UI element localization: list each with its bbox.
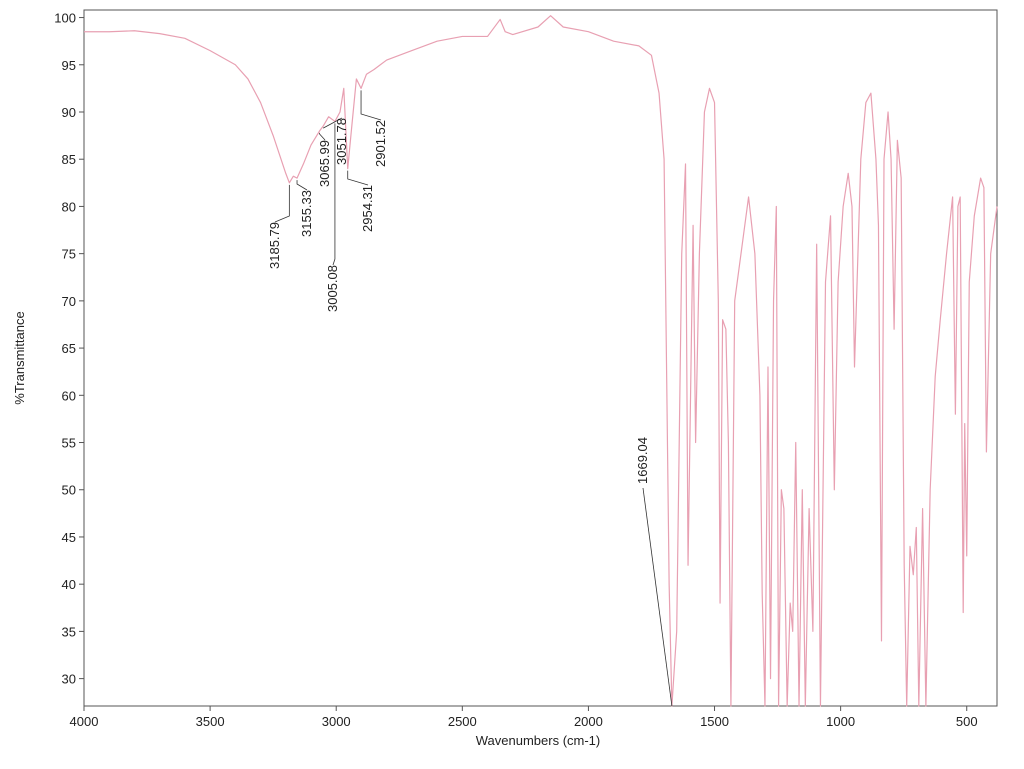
peak-label: 3155.33 [299,190,314,237]
y-tick-label: 90 [62,105,76,120]
x-tick-label: 500 [956,714,978,729]
peak-label: 3051.78 [334,118,349,165]
y-tick-label: 60 [62,388,76,403]
x-tick-label: 2000 [574,714,603,729]
peak-label: 3005.08 [325,265,340,312]
x-axis-label: Wavenumbers (cm-1) [476,733,600,748]
y-tick-label: 70 [62,294,76,309]
peak-label: 3185.79 [267,222,282,269]
y-axis-label: %Transmittance [12,311,27,404]
peak-leader [274,184,290,223]
peak-leader [296,180,308,191]
peak-leader [642,487,673,707]
y-tick-label: 95 [62,58,76,73]
peak-leader [332,123,336,266]
peak-leader [360,90,382,121]
x-tick-label: 1500 [700,714,729,729]
spectrum-line [84,15,998,707]
peak-label: 3065.99 [317,140,332,187]
x-tick-label: 3000 [322,714,351,729]
y-tick-label: 50 [62,483,76,498]
peak-leader [322,117,343,129]
plot-frame [83,9,998,707]
y-tick-label: 30 [62,672,76,687]
y-tick-label: 75 [62,247,76,262]
peak-leader [319,132,326,141]
y-tick-label: 45 [62,530,76,545]
x-tick-label: 3500 [196,714,225,729]
peak-label: 2954.31 [360,185,375,232]
y-tick-label: 40 [62,577,76,592]
y-tick-label: 55 [62,436,76,451]
y-tick-label: 80 [62,199,76,214]
peak-label: 1669.04 [635,437,650,484]
y-tick-label: 35 [62,624,76,639]
x-tick-label: 4000 [70,714,99,729]
peak-label: 2901.52 [373,120,388,167]
x-tick-label: 2500 [448,714,477,729]
y-tick-label: 65 [62,341,76,356]
y-tick-label: 85 [62,152,76,167]
peak-leader [347,170,369,186]
y-tick-label: 100 [54,11,76,26]
x-tick-label: 1000 [826,714,855,729]
